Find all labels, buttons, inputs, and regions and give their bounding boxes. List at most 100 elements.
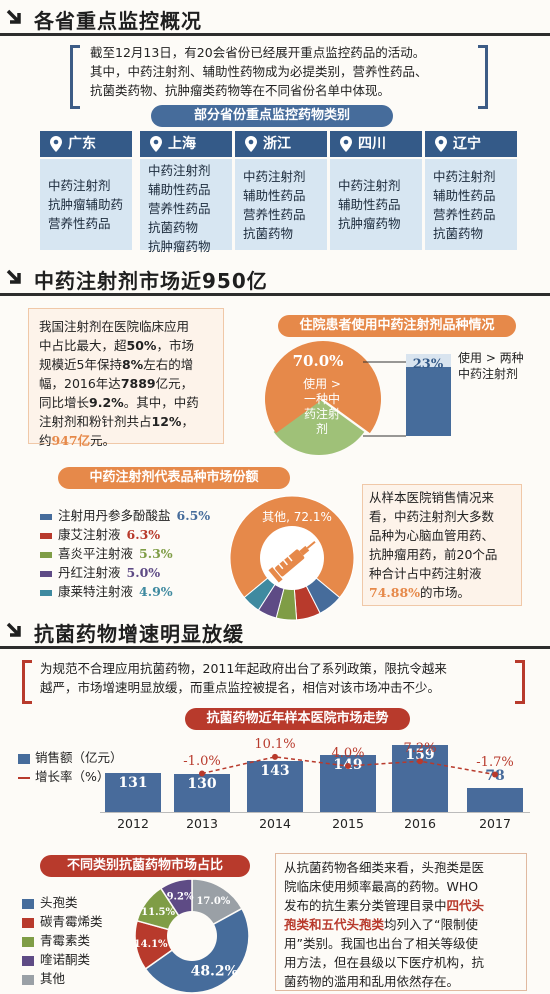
legend-swatch <box>22 917 34 928</box>
bar-value-label: 130 <box>187 776 217 792</box>
x-tick-label: 2017 <box>479 816 511 831</box>
province-header: 广东 <box>40 131 132 157</box>
location-pin-icon <box>435 136 447 152</box>
growth-label: -1.7% <box>476 754 514 770</box>
intro-line: 越严，市场增速明显放缓，而重点监控被提名，相信对该市场冲击不少。 <box>40 680 441 695</box>
location-pin-icon <box>50 136 62 152</box>
bar-more-than-two-label: 23% <box>413 357 444 372</box>
section-title-text: 抗菌药物增速明显放缓 <box>34 622 244 646</box>
text-line: 品种为心脑血管用药、 <box>369 528 495 543</box>
bar-value-label: 143 <box>260 763 290 779</box>
intro-line: 为规范不合理应用抗菌药物，2011年起政府出台了系列政策，限抗令越来 <box>40 661 447 676</box>
growth-label: 4.0% <box>331 746 365 761</box>
province-name: 浙江 <box>263 136 291 152</box>
legend-label: 注射用丹参多酚酸盐 <box>58 508 171 523</box>
growth-point <box>272 753 278 760</box>
bar-2014 <box>247 761 303 812</box>
x-tick-label: 2013 <box>186 816 218 831</box>
legend-value: 5.3% <box>139 546 173 561</box>
legend-swatch <box>40 532 52 539</box>
growth-point <box>199 770 205 777</box>
legend-item: 头孢类 <box>22 892 78 911</box>
legend-label: 丹红注射液 <box>58 565 121 580</box>
text-line: 74.88%的市场。 <box>369 585 471 600</box>
trend-chart-title: 抗菌药物近年样本医院市场走势 <box>185 708 410 730</box>
section-title-antibiotics: 抗菌药物增速明显放缓 <box>0 615 550 649</box>
legend-value: 6.3% <box>126 527 161 542</box>
province-name: 辽宁 <box>453 136 481 152</box>
legend-item: 青霉素类 <box>22 930 90 949</box>
legend-value: 4.9% <box>139 584 173 599</box>
trend-legend-sales: 销售额（亿元） <box>18 747 123 766</box>
legend-label: 喹诺酮类 <box>40 952 91 967</box>
text-line: 抗肿瘤用药，前20个品 <box>369 547 498 562</box>
x-tick-label: 2015 <box>332 816 364 831</box>
slice-label-line: 一种中 <box>304 391 340 406</box>
legend-item: 其他 <box>22 968 65 987</box>
text-line: 发布的抗生素分类管理目录中四代头 <box>284 898 485 913</box>
growth-label: 10.1% <box>254 736 296 752</box>
donut-slice-label: 48.2% <box>191 964 238 980</box>
text-line: 我国注射剂在医院临床应用 <box>39 319 190 334</box>
inpatient-chart-title: 住院患者使用中药注射剂品种情况 <box>278 315 516 337</box>
x-axis <box>100 812 530 813</box>
province-category-item: 中药注射剂 <box>243 169 306 184</box>
bar-more-than-two <box>406 367 451 436</box>
legend-swatch <box>22 936 34 947</box>
tcm-market-text: 我国注射剂在医院临床应用 中占比最大，超50%，市场 规模近5年保持8%左右的增… <box>28 308 224 448</box>
x-tick-label: 2014 <box>259 816 291 831</box>
legend-swatch <box>18 753 30 764</box>
bar-2012 <box>105 773 161 812</box>
growth-point <box>345 763 351 769</box>
growth-point <box>417 758 423 765</box>
location-pin-icon <box>150 136 162 152</box>
legend-value: 6.5% <box>176 508 211 523</box>
provinces-title: 部分省份重点监控药物类别 <box>151 105 393 127</box>
donut-hole <box>167 911 217 961</box>
province-name: 四川 <box>358 136 386 152</box>
legend-item: 喜炎平注射液 5.3% <box>40 543 173 562</box>
slice-more-than-one-pct: 70.0% <box>293 352 344 370</box>
text-line: 规模近5年保持8%左右的增 <box>39 357 194 372</box>
bar-label-line: 中药注射剂 <box>458 366 518 381</box>
legend-swatch <box>22 955 34 966</box>
section-title-text: 各省重点监控概况 <box>34 9 202 33</box>
bracket-right <box>515 660 525 704</box>
legend-swatch <box>40 513 52 520</box>
text-line: 用方法，但在县级以下医疗机构，抗 <box>284 955 485 970</box>
province-category-list: 中药注射剂 抗肿瘤辅助药 营养性药品 <box>40 159 132 250</box>
x-tick-label: 2012 <box>117 816 149 831</box>
province-category-item: 抗菌药物 <box>433 226 484 241</box>
province-header: 四川 <box>330 131 422 157</box>
growth-line-layer <box>199 753 498 778</box>
slice-label-line: 使用 > <box>303 376 341 391</box>
text-line: 用”类别。我国也出台了相关等级使 <box>284 936 478 951</box>
legend-label: 青霉素类 <box>40 933 91 948</box>
arrow-down-right-icon <box>6 622 21 637</box>
bar-label-line: 使用 > 两种 <box>458 350 524 365</box>
bar-2017 <box>467 788 523 812</box>
province-header: 上海 <box>140 131 232 157</box>
legend-label: 销售额（亿元） <box>35 750 123 765</box>
syringe-icon <box>268 540 316 583</box>
province-category-list: 中药注射剂 辅助性药品 抗肿瘤药物 <box>330 159 422 250</box>
text-line: 从样本医院销售情况来 <box>369 490 495 505</box>
growth-label: -1.0% <box>183 753 221 769</box>
bracket-left <box>70 45 80 109</box>
province-category-item: 营养性药品 <box>243 207 306 222</box>
slice-label-line: 药注射 <box>304 406 340 421</box>
text-line: 看，中药注射剂大多数 <box>369 509 495 524</box>
legend-label: 康莱特注射液 <box>58 584 134 599</box>
bracket-left <box>22 660 32 704</box>
province-category-item: 抗肿瘤辅助药 <box>48 197 124 212</box>
section-title-text: 中药注射剂市场近950亿 <box>34 269 268 293</box>
intro-line: 其中，中药注射剂、辅助性药物成为必提类别，营养性药品、 <box>90 64 428 79</box>
arrow-down-right-icon <box>6 269 21 284</box>
legend-item: 碳青霉烯类 <box>22 911 103 930</box>
province-category-item: 辅助性药品 <box>148 182 211 197</box>
section-divider <box>0 33 550 36</box>
legend-item: 丹红注射液 5.0% <box>40 562 160 581</box>
text-line: 孢类和五代头孢类均列入了“限制使 <box>284 917 478 932</box>
donut-slice-label: 11.5% <box>141 907 175 918</box>
antibiotic-intro: 为规范不合理应用抗菌药物，2011年起政府出台了系列政策，限抗令越来 越严，市场… <box>40 659 520 697</box>
